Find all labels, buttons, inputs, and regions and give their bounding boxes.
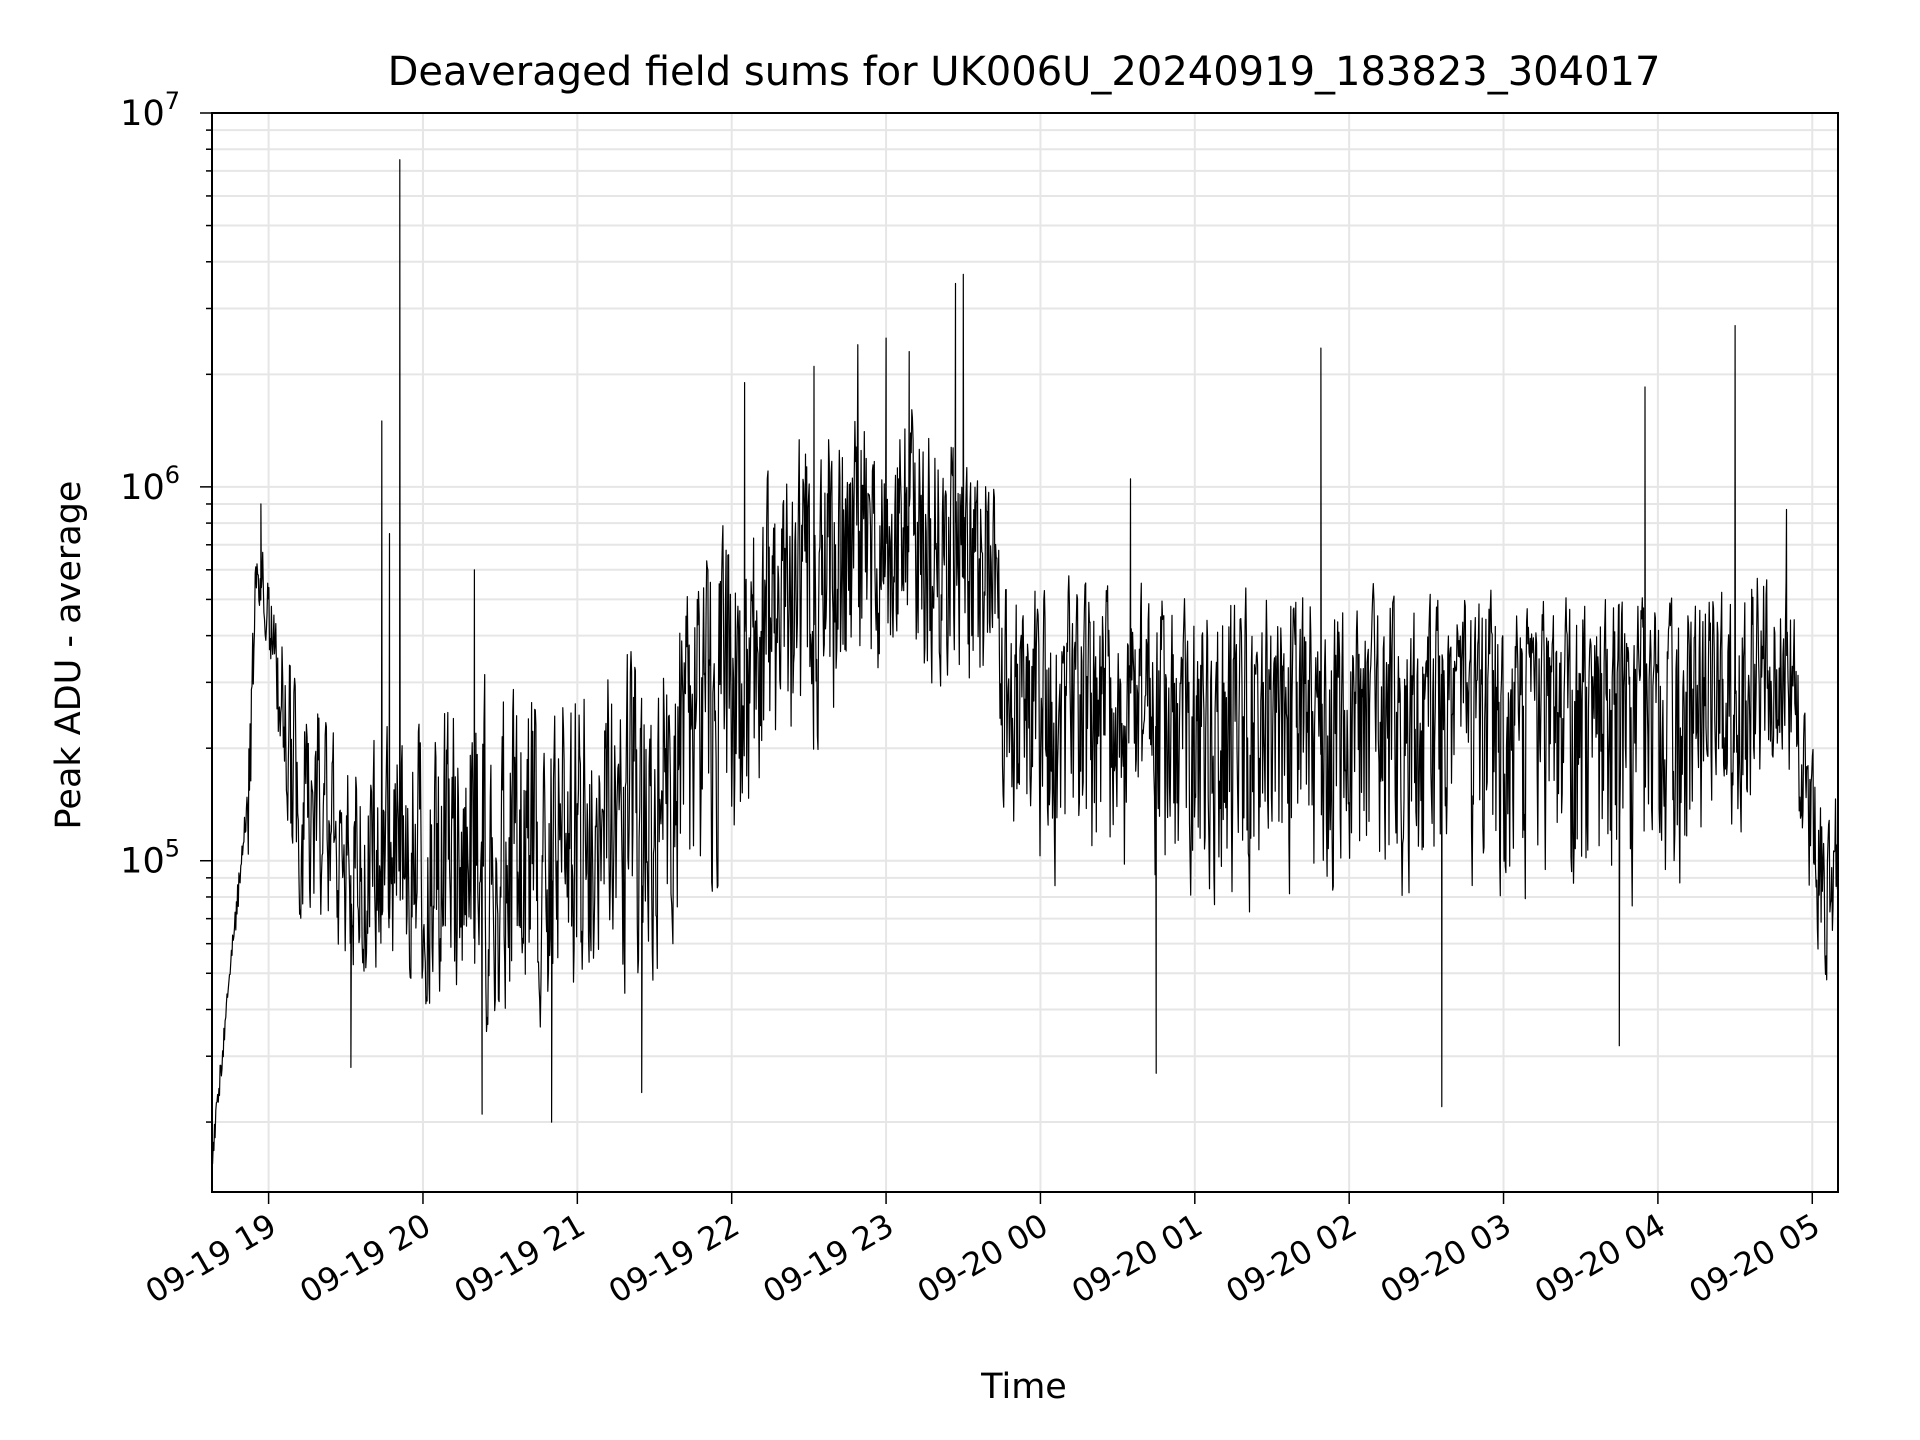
y-axis-label: Peak ADU - average [49, 481, 89, 830]
chart-title: Deaveraged field sums for UK006U_2024091… [388, 49, 1661, 95]
y-tick-base: 10 [120, 468, 165, 508]
y-tick-base: 10 [120, 94, 165, 134]
y-tick-exponent: 5 [165, 835, 180, 863]
y-tick-label: 106 [120, 461, 180, 508]
plot-frame [211, 112, 1839, 1193]
y-tick-exponent: 7 [165, 87, 180, 115]
y-tick-exponent: 6 [165, 461, 180, 489]
y-tick-label: 105 [120, 835, 180, 882]
y-tick-label: 107 [120, 87, 180, 134]
x-axis-label: Time [980, 1367, 1067, 1407]
data-series [211, 159, 1839, 1166]
y-tick-base: 10 [120, 842, 165, 882]
series-line [211, 159, 1839, 1166]
